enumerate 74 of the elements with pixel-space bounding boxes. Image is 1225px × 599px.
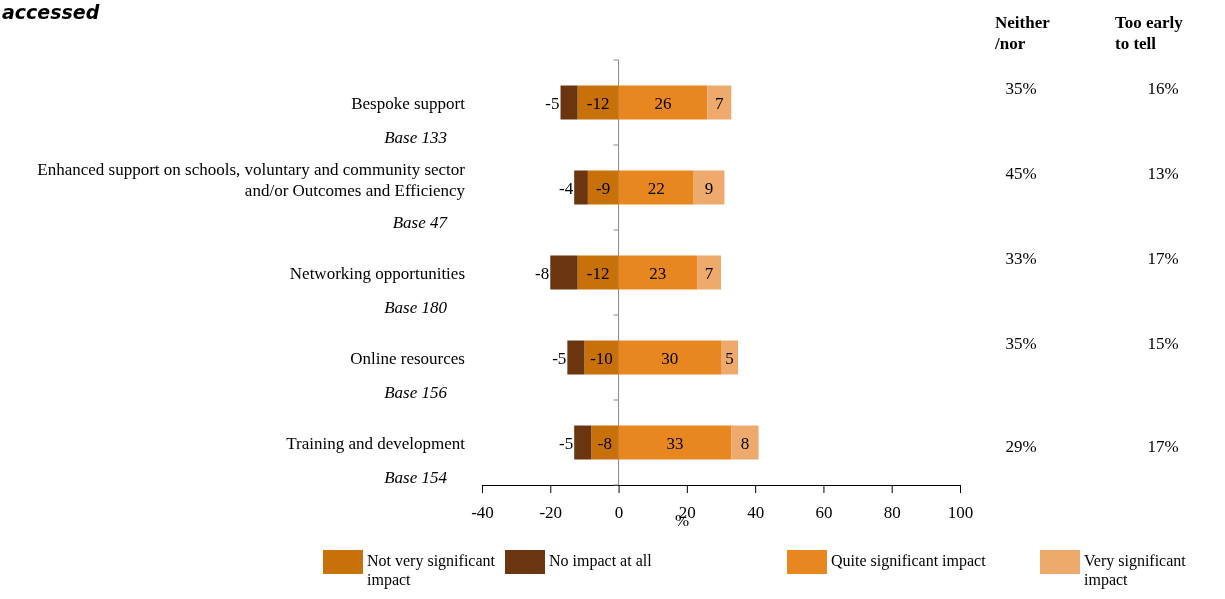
bar: [560, 85, 578, 120]
x-tick-label: -20: [539, 502, 563, 522]
bar: [618, 170, 694, 205]
data-label: -9: [596, 178, 611, 198]
x-tick-label: 40: [747, 502, 765, 522]
data-label: 8: [740, 433, 750, 453]
bar: [587, 170, 619, 205]
text: 35%: [1005, 333, 1037, 353]
text: accessed: [2, 1, 100, 23]
x-tick-label: -40: [471, 502, 494, 522]
text: 13%: [1147, 163, 1179, 183]
x-tick-label: 60: [815, 502, 833, 522]
bar: [731, 425, 759, 460]
data-label: -5: [552, 348, 567, 368]
bar: [584, 340, 619, 375]
data-label: 5: [725, 348, 734, 368]
text: Base 156: [384, 382, 448, 402]
bar: [618, 340, 721, 375]
y-tick-label: Enhanced support on schools, voluntary and community sector and/or Outcomes and Efficiency: [37, 159, 466, 201]
x-tick-label: 80: [883, 502, 901, 522]
y-tick-label: Training and development: [286, 433, 466, 453]
bar: [618, 255, 698, 290]
bar: [567, 340, 585, 375]
data-label: 23: [649, 263, 667, 283]
data-label: -12: [586, 93, 610, 113]
text: 29%: [1005, 436, 1037, 456]
text: 17%: [1147, 436, 1179, 456]
data-label: -5: [545, 93, 560, 113]
text: Base 180: [384, 297, 448, 317]
data-label: 22: [647, 178, 665, 198]
data-label: -5: [559, 433, 574, 453]
bar: [697, 255, 721, 290]
bar: [574, 170, 588, 205]
data-label: 30: [661, 348, 679, 368]
bar: [721, 340, 739, 375]
text: 33%: [1005, 248, 1037, 268]
bar: [550, 255, 578, 290]
text: 45%: [1005, 163, 1037, 183]
legend-label: Quite significant impact: [831, 552, 987, 570]
bar: [618, 85, 708, 120]
text: Base 154: [384, 467, 448, 487]
legend-label: Not very significant impact: [367, 552, 496, 590]
text: 17%: [1147, 248, 1179, 268]
x-tick-label: 100: [947, 502, 974, 522]
bar: [577, 255, 619, 290]
data-label: -10: [590, 348, 613, 368]
text: Base 47: [392, 212, 449, 232]
data-label: 9: [704, 178, 714, 198]
y-tick-label: Networking opportunities: [289, 263, 465, 283]
legend-label: Very significant impact: [1084, 552, 1187, 590]
bar: [577, 85, 619, 120]
data-label: 7: [704, 263, 714, 283]
data-label: 26: [654, 93, 672, 113]
legend-label: No impact at all: [549, 552, 653, 570]
data-label: 7: [715, 93, 725, 113]
data-label: -8: [535, 263, 550, 283]
y-tick-label: Online resources: [350, 348, 465, 368]
text: Base 133: [384, 127, 447, 147]
data-label: -8: [597, 433, 612, 453]
text: Too early to tell: [1115, 13, 1184, 54]
bar: [693, 170, 725, 205]
data-label: -12: [586, 263, 610, 283]
text: 15%: [1147, 333, 1179, 353]
bar: [618, 425, 732, 460]
text: Neither /nor: [994, 13, 1051, 54]
y-tick-label: Bespoke support: [351, 93, 466, 113]
data-label: 33: [666, 433, 684, 453]
data-label: -4: [559, 178, 574, 198]
text: 16%: [1147, 78, 1179, 98]
bar: [574, 425, 592, 460]
x-tick-label: 0: [614, 502, 624, 522]
bar: [707, 85, 732, 120]
text: 35%: [1005, 78, 1037, 98]
bar: [591, 425, 619, 460]
